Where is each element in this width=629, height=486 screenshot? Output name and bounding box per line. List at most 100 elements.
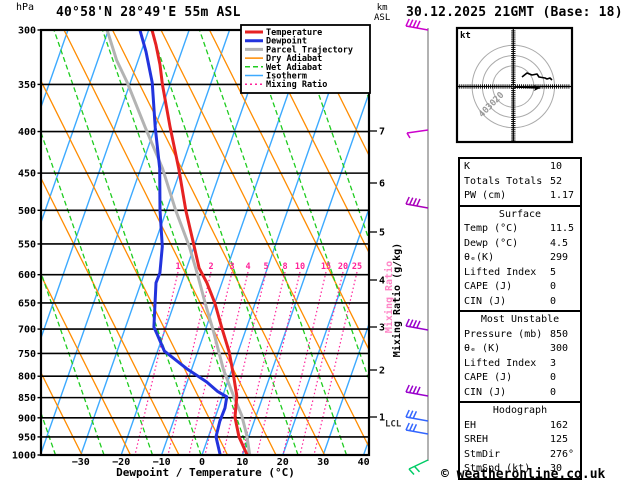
- table-row: EH 162: [460, 419, 580, 434]
- table-row: StmDir 276°: [460, 448, 580, 463]
- svg-text:750: 750: [18, 349, 36, 360]
- legend-label: Isotherm: [266, 72, 307, 82]
- table-row: θₑ(K) 299: [460, 251, 580, 266]
- index-value: 162: [550, 419, 569, 431]
- km-label: km: [376, 3, 388, 13]
- index-label: EH: [464, 419, 477, 431]
- svg-text:2: 2: [379, 366, 385, 377]
- svg-text:−10: −10: [153, 457, 171, 468]
- asl-label: ASL: [374, 13, 391, 23]
- index-label: θₑ(K): [464, 252, 495, 263]
- sounding-curves: [105, 30, 252, 455]
- run-datetime: 30.12.2025 21GMT (Base: 18): [406, 5, 623, 20]
- lcl-label: LCL: [385, 420, 402, 430]
- index-value: 3: [550, 357, 557, 369]
- index-label: Totals Totals: [464, 175, 543, 187]
- legend-label: Wet Adiabat: [266, 62, 322, 73]
- table-row: CIN (J) 0: [460, 386, 580, 401]
- plot-frame: [39, 28, 371, 457]
- wind-barb: [405, 318, 429, 331]
- table-row: Lifted Index 5: [460, 266, 580, 281]
- panel-section: Surface Temp (°C) 11.5 Dewp (°C) 4.5 θₑ(K) 299…: [460, 204, 580, 311]
- svg-text:1000: 1000: [12, 450, 36, 461]
- table-row: CAPE (J) 0: [460, 371, 580, 386]
- wind-barb: [408, 459, 429, 476]
- wind-barb: [405, 196, 429, 209]
- temperature-axis-label: Dewpoint / Temperature (°C): [116, 466, 295, 479]
- svg-text:−20: −20: [112, 457, 130, 468]
- temperature-axis-ticks: −30 −20 −10 0 10 20 30 40: [72, 457, 370, 468]
- legend-label: Mixing Ratio: [266, 79, 327, 90]
- svg-text:3: 3: [379, 323, 385, 334]
- table-row: Totals Totals 52: [460, 175, 580, 190]
- panel-section-title: Most Unstable: [480, 314, 560, 325]
- table-row: SREH 125: [460, 433, 580, 448]
- index-label: Dewp (°C): [464, 237, 519, 249]
- table-row: Pressure (mb) 850: [460, 328, 580, 343]
- svg-text:10: 10: [236, 457, 248, 468]
- curve-dewpoint: [138, 30, 229, 455]
- index-value: 5: [550, 266, 557, 278]
- index-value: 299: [550, 252, 569, 263]
- svg-text:5: 5: [379, 228, 385, 239]
- table-row: CAPE (J) 0: [460, 280, 580, 295]
- index-value: 850: [550, 328, 569, 340]
- curve-temperature: [150, 30, 249, 455]
- pressure-axis-unit: hPa: [16, 2, 35, 13]
- index-value: 0: [550, 295, 557, 307]
- svg-text:5: 5: [263, 262, 268, 272]
- index-value: 0: [550, 281, 557, 292]
- svg-text:700: 700: [18, 325, 36, 336]
- table-row: Lifted Index 3: [460, 357, 580, 372]
- legend-label: Dry Adiabat: [266, 53, 322, 64]
- wind-barb: [405, 384, 429, 397]
- index-value: 0: [550, 372, 557, 383]
- height-axis: 1 2 3 4 5 6 7 LCL: [369, 127, 402, 430]
- svg-text:−30: −30: [72, 457, 90, 468]
- table-row: PW (cm) 1.17: [460, 189, 580, 204]
- table-row: θₑ (K) 300: [460, 342, 580, 357]
- index-label: CAPE (J): [464, 281, 513, 292]
- index-label: Lifted Index: [464, 266, 537, 278]
- indices-panel: K 10 Totals Totals 52 PW (cm) 1.17 Surface Temp…: [458, 157, 582, 480]
- panel-section: Most Unstable Pressure (mb) 850 θₑ (K) 300 Li…: [460, 310, 580, 401]
- wind-barb-column: [405, 18, 429, 476]
- svg-text:10: 10: [295, 262, 305, 272]
- wind-barb: [405, 18, 429, 31]
- mixing-ratio-lines: [134, 271, 358, 455]
- svg-text:850: 850: [18, 393, 36, 404]
- panel-section: Hodograph EH 162 SREH 125 StmDir 276° StmSpd (k…: [460, 401, 580, 478]
- svg-text:450: 450: [18, 169, 36, 180]
- index-value: 300: [550, 343, 569, 354]
- skewt-background: [41, 30, 369, 455]
- svg-text:40: 40: [358, 457, 370, 468]
- svg-text:1: 1: [175, 262, 180, 272]
- svg-text:600: 600: [18, 270, 36, 281]
- index-label: Lifted Index: [464, 357, 537, 369]
- table-row: Temp (°C) 11.5: [460, 222, 580, 237]
- svg-text:350: 350: [18, 80, 36, 91]
- index-value: 125: [550, 434, 569, 445]
- table-row: StmSpd (kt) 30: [460, 462, 580, 477]
- panel-section: K 10 Totals Totals 52 PW (cm) 1.17: [460, 159, 580, 205]
- index-value: 52: [550, 175, 563, 187]
- svg-text:30: 30: [317, 457, 329, 468]
- index-value: 4.5: [550, 237, 569, 249]
- svg-text:2: 2: [208, 262, 213, 272]
- table-row: K 10: [460, 160, 580, 175]
- svg-text:6: 6: [379, 179, 385, 190]
- footer-credit: © weatheronline.co.uk: [441, 467, 606, 482]
- svg-text:900: 900: [18, 413, 36, 424]
- mixing-axis-ghost-label: Mixing Ratio: [383, 261, 395, 333]
- index-label: StmDir: [464, 448, 501, 460]
- svg-text:650: 650: [18, 298, 36, 309]
- svg-text:25: 25: [352, 262, 362, 272]
- svg-text:550: 550: [18, 239, 36, 250]
- panel-section-title: Surface: [498, 208, 542, 220]
- panel-section-title: Hodograph: [492, 405, 548, 416]
- svg-text:0: 0: [199, 457, 205, 468]
- index-label: CIN (J): [464, 295, 507, 307]
- index-label: K: [464, 161, 471, 172]
